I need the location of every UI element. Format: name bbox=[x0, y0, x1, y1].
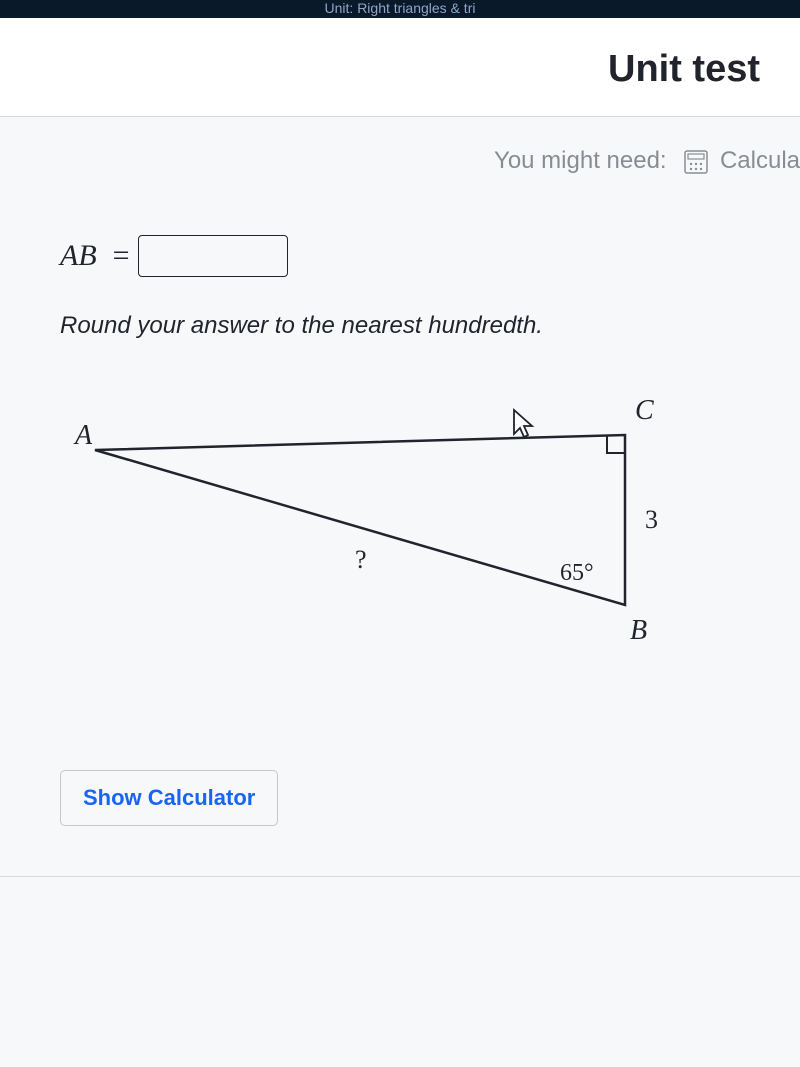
unknown-side-label: ? bbox=[355, 545, 367, 575]
vertex-b-label: B bbox=[630, 615, 647, 647]
page-header: Unit test bbox=[0, 18, 800, 116]
hint-tool-label[interactable]: Calcula bbox=[720, 147, 800, 174]
show-calculator-button[interactable]: Show Calculator bbox=[60, 770, 278, 826]
top-nav-bar: Unit: Right triangles & tri bbox=[0, 0, 800, 18]
hint-bar: You might need: Calcula bbox=[0, 117, 800, 215]
equation-row: AB = bbox=[60, 235, 740, 277]
triangle-diagram: A C B 3 65° ? bbox=[80, 390, 680, 710]
angle-b-label: 65° bbox=[560, 560, 594, 587]
hint-prefix: You might need: bbox=[494, 147, 667, 174]
unit-breadcrumb: Unit: Right triangles & tri bbox=[325, 0, 476, 16]
page-title: Unit test bbox=[40, 48, 760, 91]
vertex-c-label: C bbox=[635, 395, 654, 427]
cursor-icon bbox=[510, 408, 538, 445]
question-content: AB = Round your answer to the nearest hu… bbox=[0, 235, 800, 710]
calculator-icon[interactable] bbox=[683, 149, 709, 175]
answer-input[interactable] bbox=[138, 235, 288, 277]
triangle-svg bbox=[80, 390, 680, 670]
rounding-instruction: Round your answer to the nearest hundred… bbox=[60, 312, 740, 340]
bottom-divider bbox=[0, 876, 800, 877]
side-bc-label: 3 bbox=[645, 505, 658, 535]
equals-sign: = bbox=[113, 239, 130, 273]
vertex-a-label: A bbox=[75, 420, 92, 452]
equation-lhs: AB bbox=[60, 239, 97, 273]
